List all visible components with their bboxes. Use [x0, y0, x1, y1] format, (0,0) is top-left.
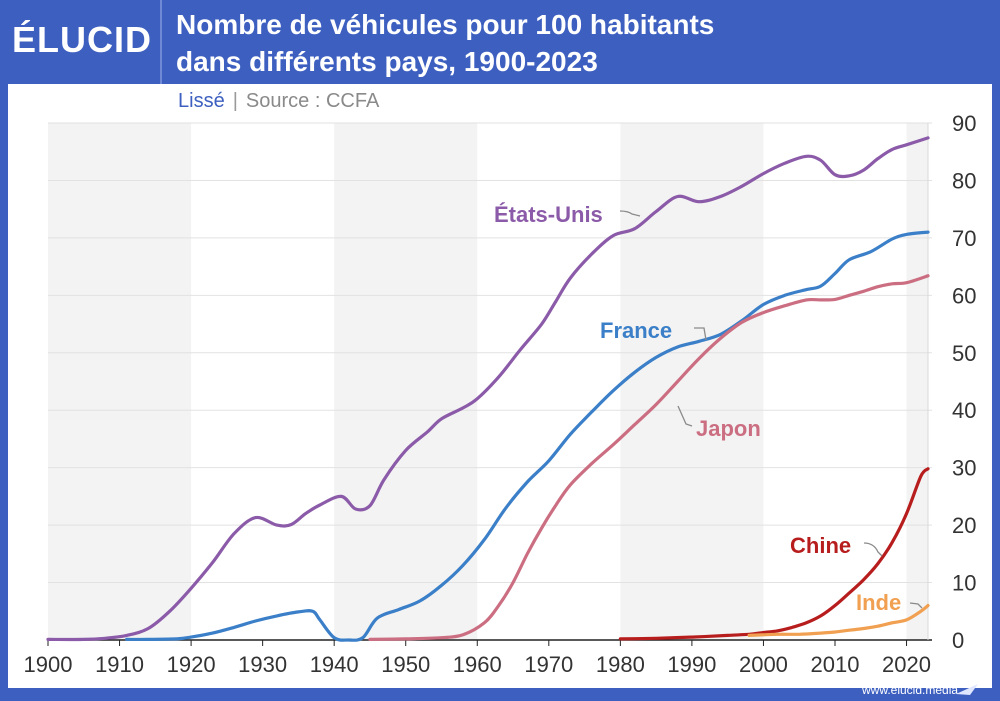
chart-subtitle: Lissé | Source : CCFA: [178, 90, 379, 113]
y-tick-label: 70: [952, 226, 976, 251]
series-label-france: France: [600, 318, 672, 343]
series-label-japon: Japon: [696, 416, 761, 441]
series-line-japon: [368, 274, 930, 641]
subtitle-separator: |: [232, 90, 238, 112]
x-tick-label: 1910: [95, 652, 144, 677]
leader-line-japon: [677, 405, 693, 427]
elucid-logo: ÉLUCID: [12, 19, 152, 60]
shaded-band: [48, 123, 192, 640]
header-divider: [160, 0, 162, 84]
leader-line-usa: [619, 210, 641, 217]
y-tick-label: 90: [952, 111, 976, 136]
x-tick-label: 1900: [24, 652, 73, 677]
y-tick-label: 30: [952, 456, 976, 481]
chart-title: Nombre de véhicules pour 100 habitants d…: [176, 6, 976, 80]
y-tick-label: 80: [952, 168, 976, 193]
leader-line-chine: [863, 542, 883, 557]
chart-title-line-2: dans différents pays, 1900-2023: [176, 46, 598, 77]
x-tick-label: 1920: [167, 652, 216, 677]
series-label-usa: États-Unis: [494, 202, 603, 227]
y-tick-label: 0: [952, 628, 964, 653]
y-tick-label: 40: [952, 398, 976, 423]
x-tick-label: 2020: [882, 652, 931, 677]
chart-title-line-1: Nombre de véhicules pour 100 habitants: [176, 9, 715, 40]
y-tick-label: 50: [952, 341, 976, 366]
shaded-band: [620, 123, 764, 640]
leader-line-inde: [909, 602, 923, 609]
x-tick-label: 1980: [596, 652, 645, 677]
leader-line-france: [694, 327, 707, 341]
series-label-chine: Chine: [790, 533, 851, 558]
shaded-band: [906, 123, 928, 640]
y-tick-label: 10: [952, 571, 976, 596]
series-label-inde: Inde: [856, 590, 901, 615]
smoothed-label: Lissé: [178, 90, 225, 112]
series-line-chine: [618, 467, 930, 641]
y-tick-label: 60: [952, 283, 976, 308]
source-label: Source : CCFA: [245, 90, 380, 112]
paper-plane-icon: [956, 684, 978, 695]
x-tick-label: 1960: [453, 652, 502, 677]
x-tick-label: 2000: [739, 652, 788, 677]
series-line-usa: [46, 136, 930, 642]
x-tick-label: 2010: [811, 652, 860, 677]
y-tick-label: 20: [952, 513, 976, 538]
x-tick-label: 1950: [381, 652, 430, 677]
x-tick-label: 1970: [524, 652, 573, 677]
series-line-inde: [747, 603, 930, 637]
x-tick-label: 1940: [310, 652, 359, 677]
x-tick-label: 1990: [667, 652, 716, 677]
series-line-france: [125, 230, 930, 642]
footer-url: www.elucid.media: [862, 683, 959, 697]
shaded-band: [334, 123, 478, 640]
x-tick-label: 1930: [238, 652, 287, 677]
header: ÉLUCID Nombre de véhicules pour 100 habi…: [0, 0, 1000, 84]
